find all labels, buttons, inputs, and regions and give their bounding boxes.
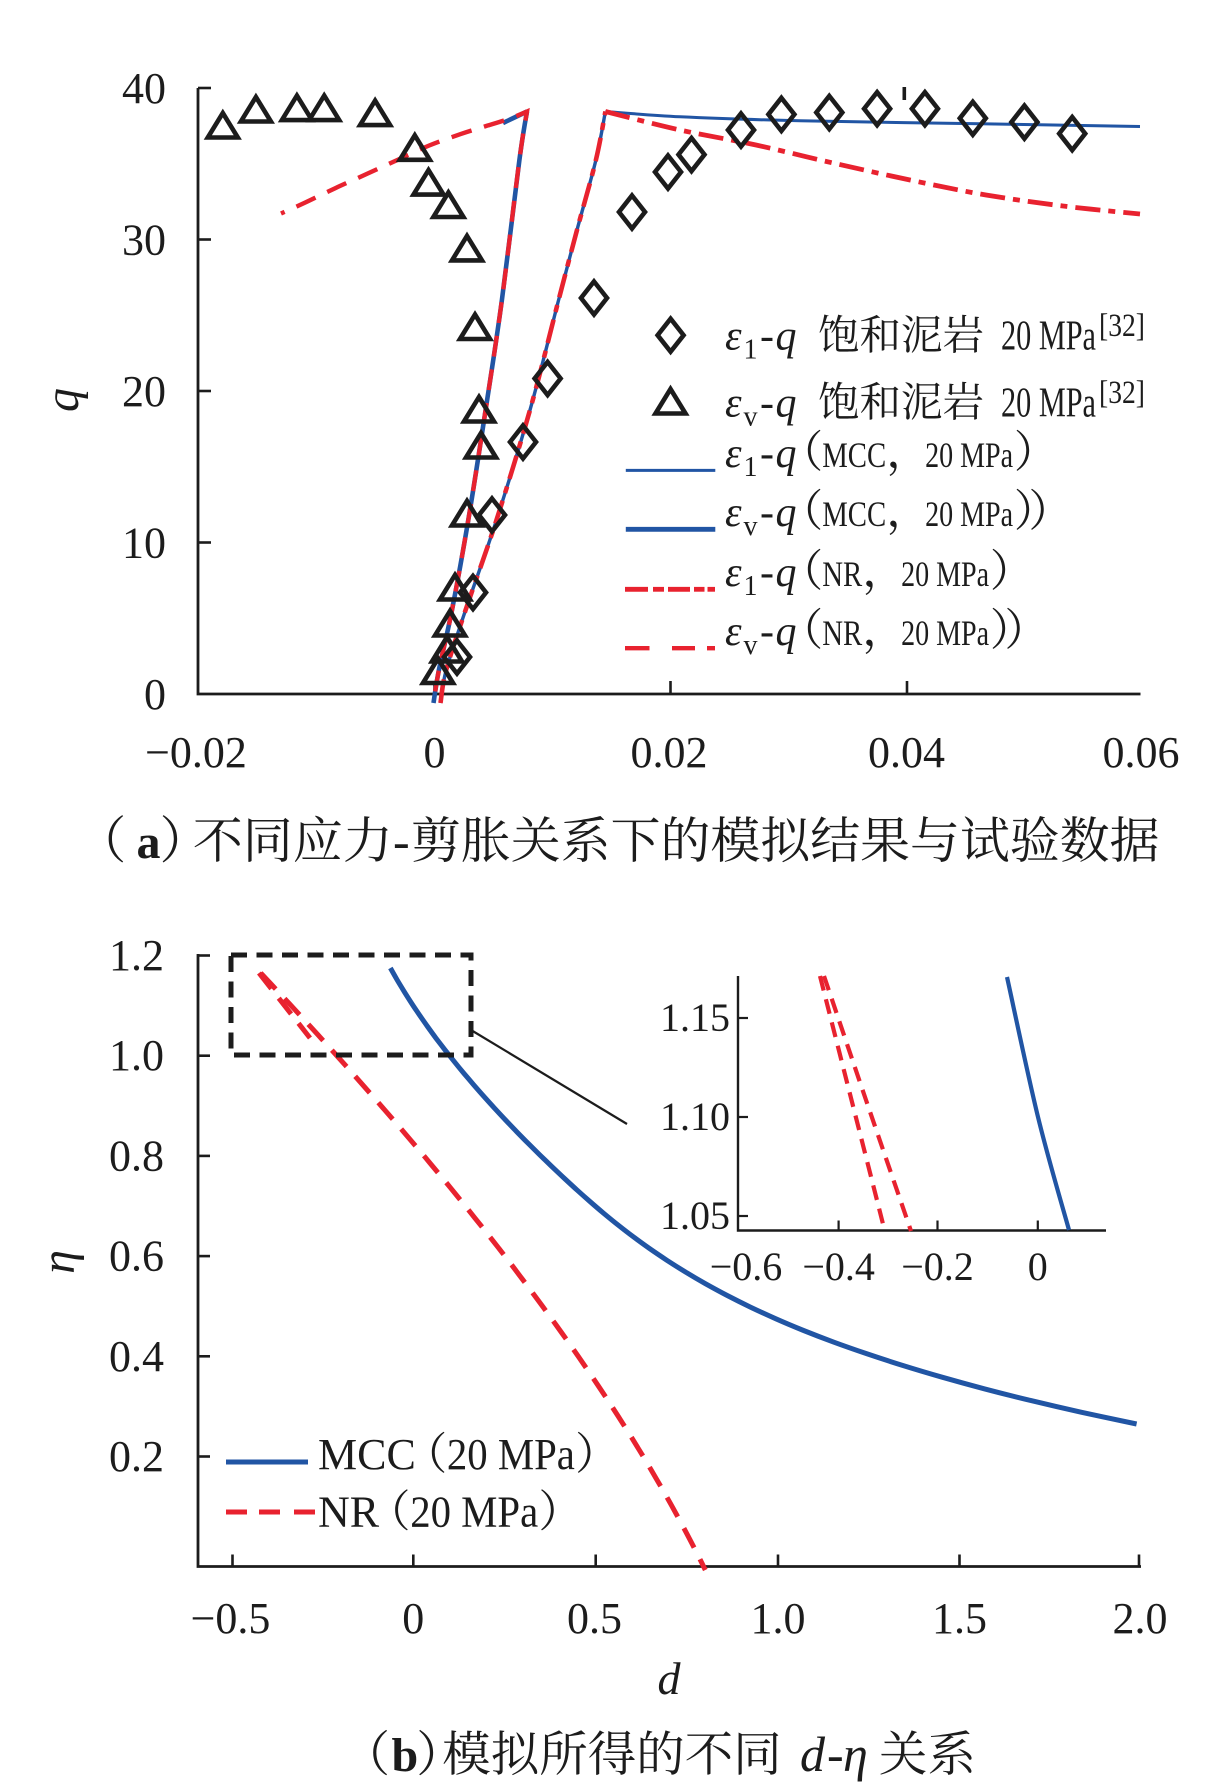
svg-text:-: - bbox=[760, 550, 774, 596]
svg-text:ε: ε bbox=[725, 609, 742, 655]
svg-text:ε: ε bbox=[725, 381, 742, 427]
svg-text:30: 30 bbox=[122, 216, 166, 265]
svg-text:q: q bbox=[776, 490, 797, 536]
svg-text:1: 1 bbox=[744, 452, 758, 483]
svg-text:1.05: 1.05 bbox=[660, 1193, 730, 1238]
svg-text:v: v bbox=[744, 630, 758, 661]
svg-text:-: - bbox=[760, 490, 774, 536]
svg-text:NR: NR bbox=[318, 1488, 380, 1537]
svg-text:q: q bbox=[36, 388, 89, 412]
svg-text:20 MPa: 20 MPa bbox=[925, 494, 1013, 534]
svg-text:0.2: 0.2 bbox=[109, 1432, 164, 1481]
svg-text:-: - bbox=[827, 1726, 844, 1782]
svg-text:−0.2: −0.2 bbox=[901, 1244, 974, 1289]
svg-text:−0.02: −0.02 bbox=[145, 728, 247, 777]
svg-text:1.2: 1.2 bbox=[109, 931, 164, 980]
svg-text:20 MPa: 20 MPa bbox=[410, 1488, 538, 1537]
svg-text:ε: ε bbox=[725, 431, 742, 477]
svg-text:ε: ε bbox=[725, 490, 742, 536]
svg-text:-: - bbox=[760, 431, 774, 477]
svg-text:20 MPa: 20 MPa bbox=[925, 435, 1013, 475]
svg-text:-: - bbox=[760, 381, 774, 427]
svg-text:q: q bbox=[776, 609, 797, 655]
svg-text:v: v bbox=[744, 511, 758, 542]
svg-text:d: d bbox=[658, 1653, 682, 1704]
svg-text:0.4: 0.4 bbox=[109, 1332, 164, 1381]
svg-text:0: 0 bbox=[402, 1594, 424, 1643]
svg-text:ε: ε bbox=[725, 314, 742, 360]
svg-text:20 MPa: 20 MPa bbox=[1001, 381, 1096, 427]
svg-text:−0.5: −0.5 bbox=[191, 1594, 271, 1643]
svg-text:-: - bbox=[760, 314, 774, 360]
svg-text:1.0: 1.0 bbox=[751, 1594, 806, 1643]
svg-text:1: 1 bbox=[744, 335, 758, 366]
svg-text:0: 0 bbox=[424, 728, 446, 777]
svg-text:0.6: 0.6 bbox=[109, 1232, 164, 1281]
svg-text:10: 10 bbox=[122, 519, 166, 568]
svg-text:v: v bbox=[744, 402, 758, 433]
svg-text:0.04: 0.04 bbox=[868, 728, 945, 777]
svg-text:1.15: 1.15 bbox=[660, 995, 730, 1040]
svg-text:ε: ε bbox=[725, 550, 742, 596]
svg-text:-: - bbox=[393, 813, 410, 869]
svg-text:20: 20 bbox=[122, 367, 166, 416]
svg-text:q: q bbox=[776, 431, 797, 477]
svg-text:NR: NR bbox=[822, 554, 862, 594]
svg-text:[32]: [32] bbox=[1099, 308, 1145, 344]
svg-text:1.5: 1.5 bbox=[932, 1594, 987, 1643]
svg-text:0.02: 0.02 bbox=[631, 728, 708, 777]
svg-text:-: - bbox=[760, 609, 774, 655]
svg-text:MCC: MCC bbox=[318, 1430, 416, 1479]
svg-text:1.10: 1.10 bbox=[660, 1094, 730, 1139]
svg-text:b: b bbox=[392, 1729, 419, 1782]
svg-text:q: q bbox=[776, 381, 797, 427]
svg-text:−0.4: −0.4 bbox=[802, 1244, 875, 1289]
svg-text:q: q bbox=[776, 314, 797, 360]
svg-text:2.0: 2.0 bbox=[1113, 1594, 1168, 1643]
svg-text:20 MPa: 20 MPa bbox=[901, 613, 989, 653]
svg-text:0: 0 bbox=[1028, 1244, 1048, 1289]
svg-text:η: η bbox=[843, 1726, 868, 1782]
svg-text:0: 0 bbox=[144, 670, 166, 719]
svg-text:20 MPa: 20 MPa bbox=[901, 554, 989, 594]
svg-text:MCC: MCC bbox=[822, 494, 886, 534]
svg-text:0.8: 0.8 bbox=[109, 1131, 164, 1180]
svg-text:0.06: 0.06 bbox=[1103, 728, 1180, 777]
svg-text:MCC: MCC bbox=[822, 435, 886, 475]
svg-text:40: 40 bbox=[122, 64, 166, 113]
svg-text:q: q bbox=[776, 550, 797, 596]
svg-text:1.0: 1.0 bbox=[109, 1031, 164, 1080]
svg-text:−0.6: −0.6 bbox=[710, 1244, 783, 1289]
svg-text:NR: NR bbox=[822, 613, 862, 653]
svg-text:20 MPa: 20 MPa bbox=[447, 1430, 575, 1479]
svg-text:0.5: 0.5 bbox=[567, 1594, 622, 1643]
svg-text:1: 1 bbox=[744, 571, 758, 602]
svg-text:η: η bbox=[32, 1250, 85, 1274]
svg-text:a: a bbox=[137, 816, 161, 869]
svg-text:[32]: [32] bbox=[1099, 375, 1145, 411]
svg-text:20 MPa: 20 MPa bbox=[1001, 314, 1096, 360]
svg-text:d: d bbox=[800, 1726, 826, 1782]
